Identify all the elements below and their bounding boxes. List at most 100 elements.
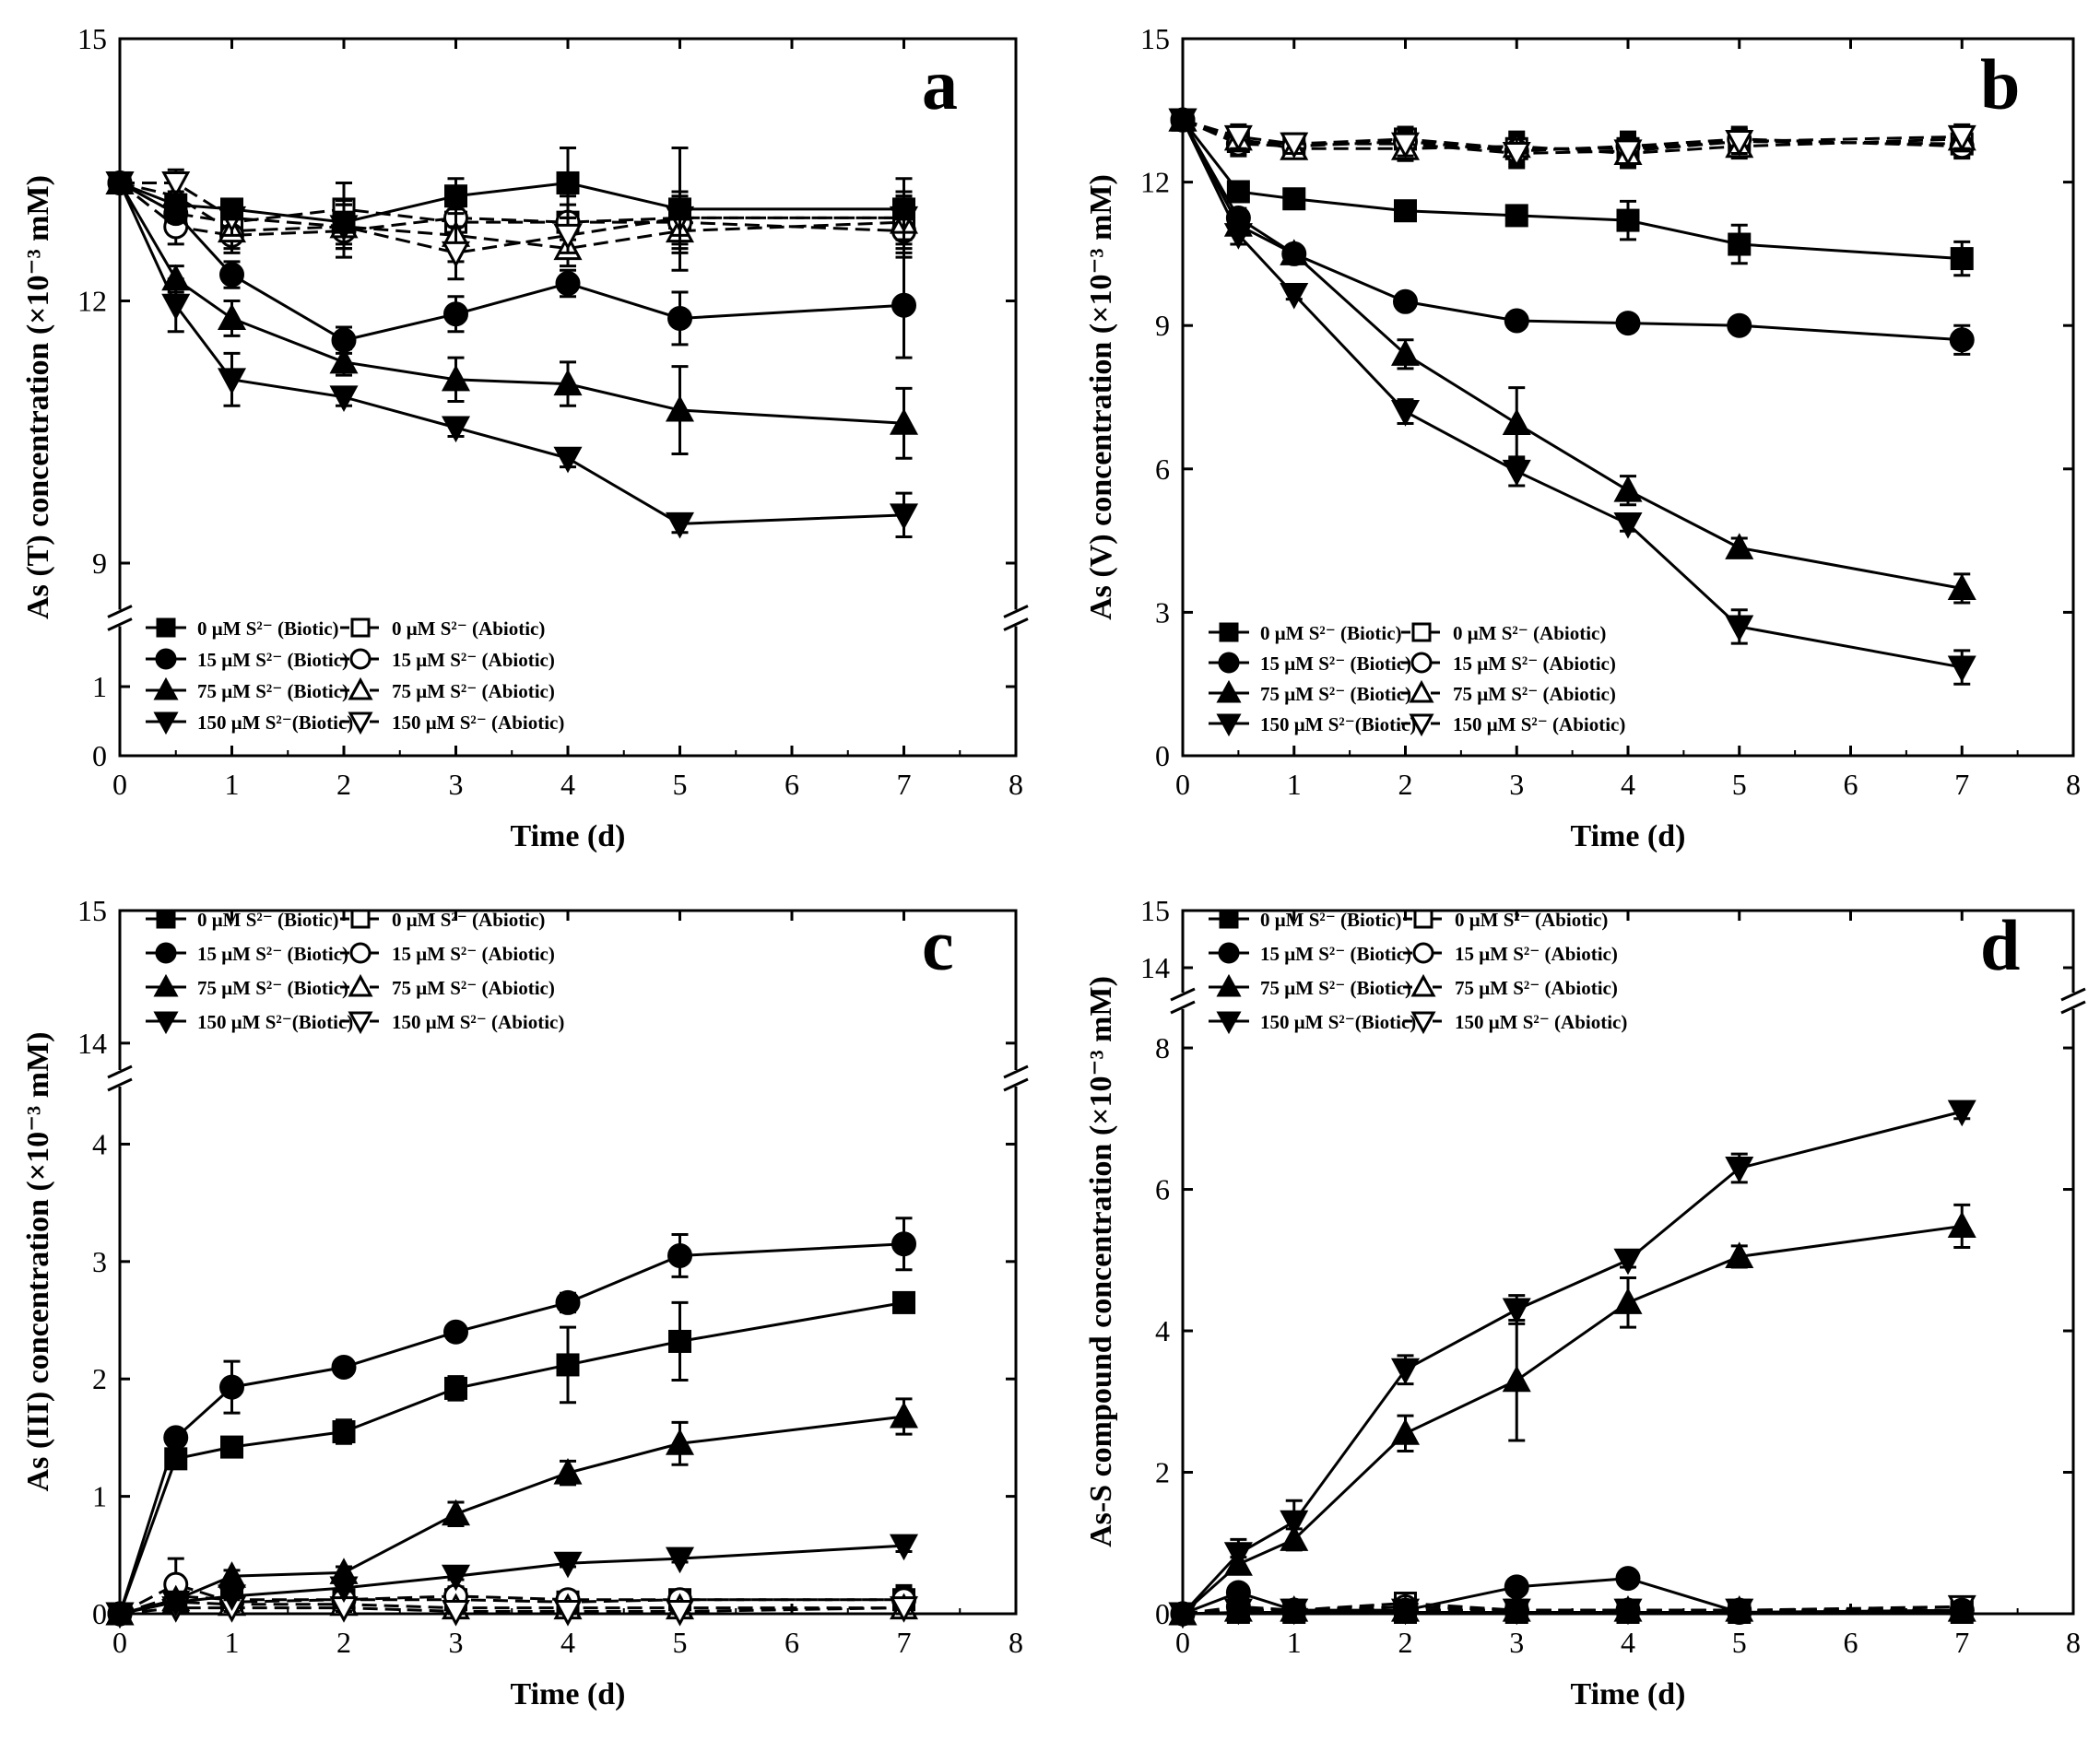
triangle-down-marker [1280, 1510, 1309, 1537]
triangle-up-marker [889, 408, 919, 435]
y-tick-label: 1 [92, 1480, 107, 1513]
legend-label-abiotic: 150 μM S²⁻ (Abiotic) [392, 1011, 564, 1033]
circle-marker [1225, 1580, 1251, 1605]
square-marker [444, 1376, 467, 1400]
y-tick-label: 6 [1155, 453, 1170, 486]
y-tick-label: 14 [1140, 951, 1170, 984]
y-tick-label: 15 [1140, 894, 1170, 927]
triangle-down-marker [329, 1576, 359, 1604]
square-marker [156, 909, 176, 929]
triangle-up-marker [1390, 1418, 1421, 1445]
series-biotic [107, 1217, 916, 1627]
triangle-down-marker [441, 1564, 471, 1592]
triangle-down-marker [1168, 1602, 1197, 1629]
series-biotic [108, 147, 915, 272]
x-tick-label: 3 [449, 1626, 464, 1659]
panel-c: 0 1 2 3 4 5 6 7 8 0 1 2 3 4 14 15 Time (d) As (III) conce… [21, 894, 1029, 1711]
axis-break-mark [107, 1077, 133, 1092]
circle-marker [1504, 1574, 1529, 1600]
legend-label-biotic: 75 μM S²⁻ (Biotic) [197, 977, 348, 999]
triangle-up-marker [217, 303, 247, 330]
triangle-up-marker [348, 676, 373, 700]
x-tick-label: 2 [1398, 1626, 1413, 1659]
x-axis-label: Time (d) [1571, 819, 1686, 853]
axis-break-mark [2060, 1000, 2086, 1015]
series-line [120, 181, 904, 254]
series-line [1182, 118, 1963, 155]
x-tick-label: 7 [897, 768, 912, 801]
legend-label-biotic: 75 μM S²⁻ (Biotic) [1260, 683, 1411, 705]
triangle-down-marker [553, 223, 583, 251]
x-tick-label: 1 [1287, 1626, 1302, 1659]
legend: 0 μM S²⁻ (Biotic) 0 μM S²⁻ (Abiotic) 15 μM… [1209, 622, 1625, 737]
square-marker [1394, 199, 1417, 223]
x-tick-label: 2 [336, 768, 351, 801]
y-tick-label: 1 [92, 670, 107, 703]
y-axis-label: As (T) concentration (×10⁻³ mM) [21, 175, 55, 619]
triangle-down-marker [105, 1602, 135, 1629]
triangle-down-marker [1725, 615, 1754, 642]
legend-label-biotic: 150 μM S²⁻(Biotic) [1260, 713, 1416, 735]
y-tick-label: 3 [92, 1245, 107, 1278]
series-biotic [1168, 1203, 1976, 1626]
circle-marker [891, 292, 916, 318]
circle-marker [163, 201, 189, 227]
triangle-up-marker [1947, 1211, 1976, 1238]
axis-break-mark [107, 1064, 133, 1079]
square-marker [220, 197, 243, 221]
x-tick-label: 8 [1009, 768, 1023, 801]
x-tick-label: 8 [2066, 1626, 2081, 1659]
circle-marker [443, 1319, 468, 1345]
square-marker [668, 1329, 691, 1353]
triangle-up-marker [889, 1401, 919, 1429]
circle-marker [555, 271, 581, 297]
x-tick-label: 4 [1621, 1626, 1635, 1659]
legend-label-abiotic: 15 μM S²⁻ (Abiotic) [1453, 653, 1616, 675]
y-tick-label: 0 [92, 739, 107, 772]
circle-marker [1727, 1599, 1752, 1625]
panel-letter: d [1980, 905, 2020, 985]
triangle-down-marker [1947, 124, 1976, 152]
legend-label-biotic: 15 μM S²⁻ (Biotic) [1260, 943, 1411, 965]
series-biotic [105, 170, 919, 539]
triangle-down-marker [1280, 282, 1309, 310]
y-axis-label: As-S compound concentration (×10⁻³ mM) [1084, 976, 1118, 1547]
x-tick-label: 2 [1398, 768, 1413, 801]
circle-marker [163, 1425, 189, 1451]
square-marker [332, 1420, 356, 1444]
triangle-down-marker [1725, 130, 1754, 157]
legend-label-biotic: 150 μM S²⁻(Biotic) [1260, 1011, 1416, 1033]
y-tick-label: 4 [1155, 1314, 1170, 1347]
x-tick-label: 0 [112, 768, 127, 801]
series-line [1181, 119, 1963, 669]
circle-marker [1412, 942, 1434, 964]
triangle-up-marker [1409, 679, 1434, 703]
legend-label-abiotic: 150 μM S²⁻ (Abiotic) [1455, 1011, 1627, 1033]
x-tick-label: 8 [1009, 1626, 1023, 1659]
x-tick-label: 3 [1509, 768, 1524, 801]
triangle-down-marker [1409, 713, 1434, 737]
circle-marker [555, 1289, 581, 1315]
square-marker [556, 170, 580, 194]
x-tick-label: 6 [785, 768, 799, 801]
triangle-up-marker [153, 676, 179, 700]
legend-label-abiotic: 0 μM S²⁻ (Abiotic) [392, 617, 545, 640]
triangle-up-marker [1613, 1288, 1643, 1314]
axis-break-mark [107, 605, 133, 618]
legend-label-abiotic: 0 μM S²⁻ (Abiotic) [1455, 909, 1608, 931]
triangle-down-marker [1223, 1542, 1253, 1569]
triangle-up-marker [1947, 573, 1976, 600]
legend-label-abiotic: 75 μM S²⁻ (Abiotic) [392, 680, 555, 702]
triangle-down-marker [1410, 1011, 1436, 1035]
triangle-down-marker [1613, 511, 1643, 539]
legend-label-abiotic: 15 μM S²⁻ (Abiotic) [392, 649, 555, 671]
triangle-up-marker [1502, 1365, 1531, 1393]
y-axis-label: As (III) concentration (×10⁻³ mM) [21, 1032, 55, 1492]
triangle-down-marker [153, 1011, 179, 1035]
legend-label-biotic: 75 μM S²⁻ (Biotic) [197, 680, 348, 702]
triangle-down-marker [1168, 108, 1197, 135]
axis-break-mark [2060, 987, 2086, 1002]
square-marker [1504, 204, 1528, 228]
y-tick-label: 0 [92, 1597, 107, 1630]
